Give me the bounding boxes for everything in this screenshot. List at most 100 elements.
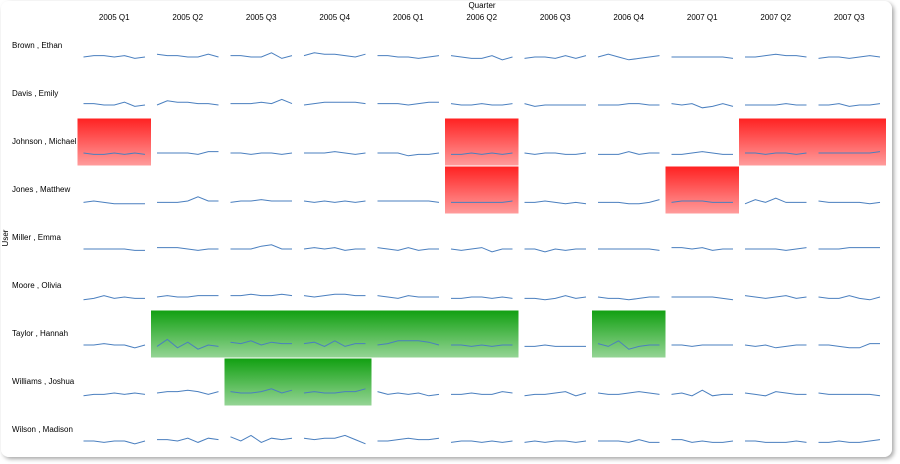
sparkline [745,247,807,251]
sparkline [671,344,733,347]
sparkline [524,391,587,397]
sparkline [818,151,881,154]
sparkline [671,151,733,155]
sparkline [303,101,366,106]
sparkline [377,247,439,251]
sparkline [303,388,366,394]
row-label: Taylor , Hannah [12,329,68,338]
column-header: 2005 Q1 [99,13,130,22]
sparkline [377,55,440,59]
row-label: Jones , Matthew [12,185,70,194]
highlight-cell [592,310,666,358]
sparkline [377,295,439,299]
sparkline [230,98,293,105]
sparkline [377,200,440,203]
sparkline [744,295,807,299]
sparkline [524,103,586,107]
column-header: 2007 Q2 [760,13,791,22]
sparkline [744,197,807,205]
column-header: 2005 Q4 [319,13,350,22]
sparkline [303,200,366,203]
sparkline [671,389,733,397]
sparkline [818,343,880,349]
column-header: 2005 Q2 [172,13,203,22]
panel [1,1,892,457]
highlight-cell [445,166,519,214]
sparkline [818,295,881,301]
column-header: 2006 Q1 [393,13,424,22]
sparkline [377,340,440,346]
row-label: Brown , Ethan [12,41,62,50]
sparkline [157,196,219,203]
sparkline [524,344,586,347]
highlight-cell [151,310,225,358]
column-header: 2006 Q2 [466,13,497,22]
sparkline [377,437,440,442]
highlight-cell [812,118,886,166]
column-header: 2007 Q1 [687,13,718,22]
sparkline [83,101,146,107]
sparkline [450,247,513,253]
column-header: 2006 Q4 [613,13,644,22]
sparkline [818,200,881,205]
sparkline [304,151,366,155]
sparkline [377,391,440,397]
highlight-cell [77,118,151,166]
sparkline [671,296,734,301]
highlight-cell [224,358,298,406]
sparkline [156,53,219,58]
sparkline [597,391,660,395]
sparkline [597,296,660,301]
sparkline [597,53,660,61]
sparkline [598,199,660,205]
sparkline [524,152,587,155]
sparkline [451,344,513,347]
sparkline [230,434,293,443]
x-axis-label: Quarter [468,1,495,10]
sparkline [524,200,587,205]
sparkline [818,439,881,443]
sparkline [598,151,660,155]
sparkline [745,152,807,155]
sparkline [230,52,293,59]
sparkline [744,391,807,397]
row-label: Moore , Olivia [12,281,62,290]
highlight-cell [445,310,519,358]
sparkline [230,152,293,155]
highlight-cell [224,310,298,358]
sparkline [451,152,513,155]
sparkline [818,55,881,59]
column-header: 2006 Q3 [540,13,571,22]
sparkline [83,55,146,59]
sparkline [671,103,734,109]
sparkline [597,340,660,350]
sparkline [156,100,219,106]
sparkline [818,103,881,107]
highlight-cell [739,118,813,166]
sparkline [671,439,734,443]
sparkline [598,439,660,443]
sparkline [157,437,219,443]
sparkline [303,293,366,298]
row-label: Davis , Emily [12,89,58,98]
sparkline [83,248,145,251]
sparkline [377,101,439,106]
sparkline [745,103,807,106]
sparkline [451,296,513,299]
sparkline [230,340,292,346]
sparkline [671,200,733,203]
sparkline [744,344,807,349]
sparkline [156,338,219,350]
sparkline [818,247,880,250]
sparkline [598,248,660,251]
sparkline [303,340,366,347]
highlight-cell [298,310,372,358]
sparkline [303,52,366,58]
sparkline [83,392,146,397]
sparkline [230,244,292,250]
sparkline [83,295,145,301]
sparkline [303,247,366,251]
highlight-cell [445,118,519,166]
sparkline [671,56,734,59]
